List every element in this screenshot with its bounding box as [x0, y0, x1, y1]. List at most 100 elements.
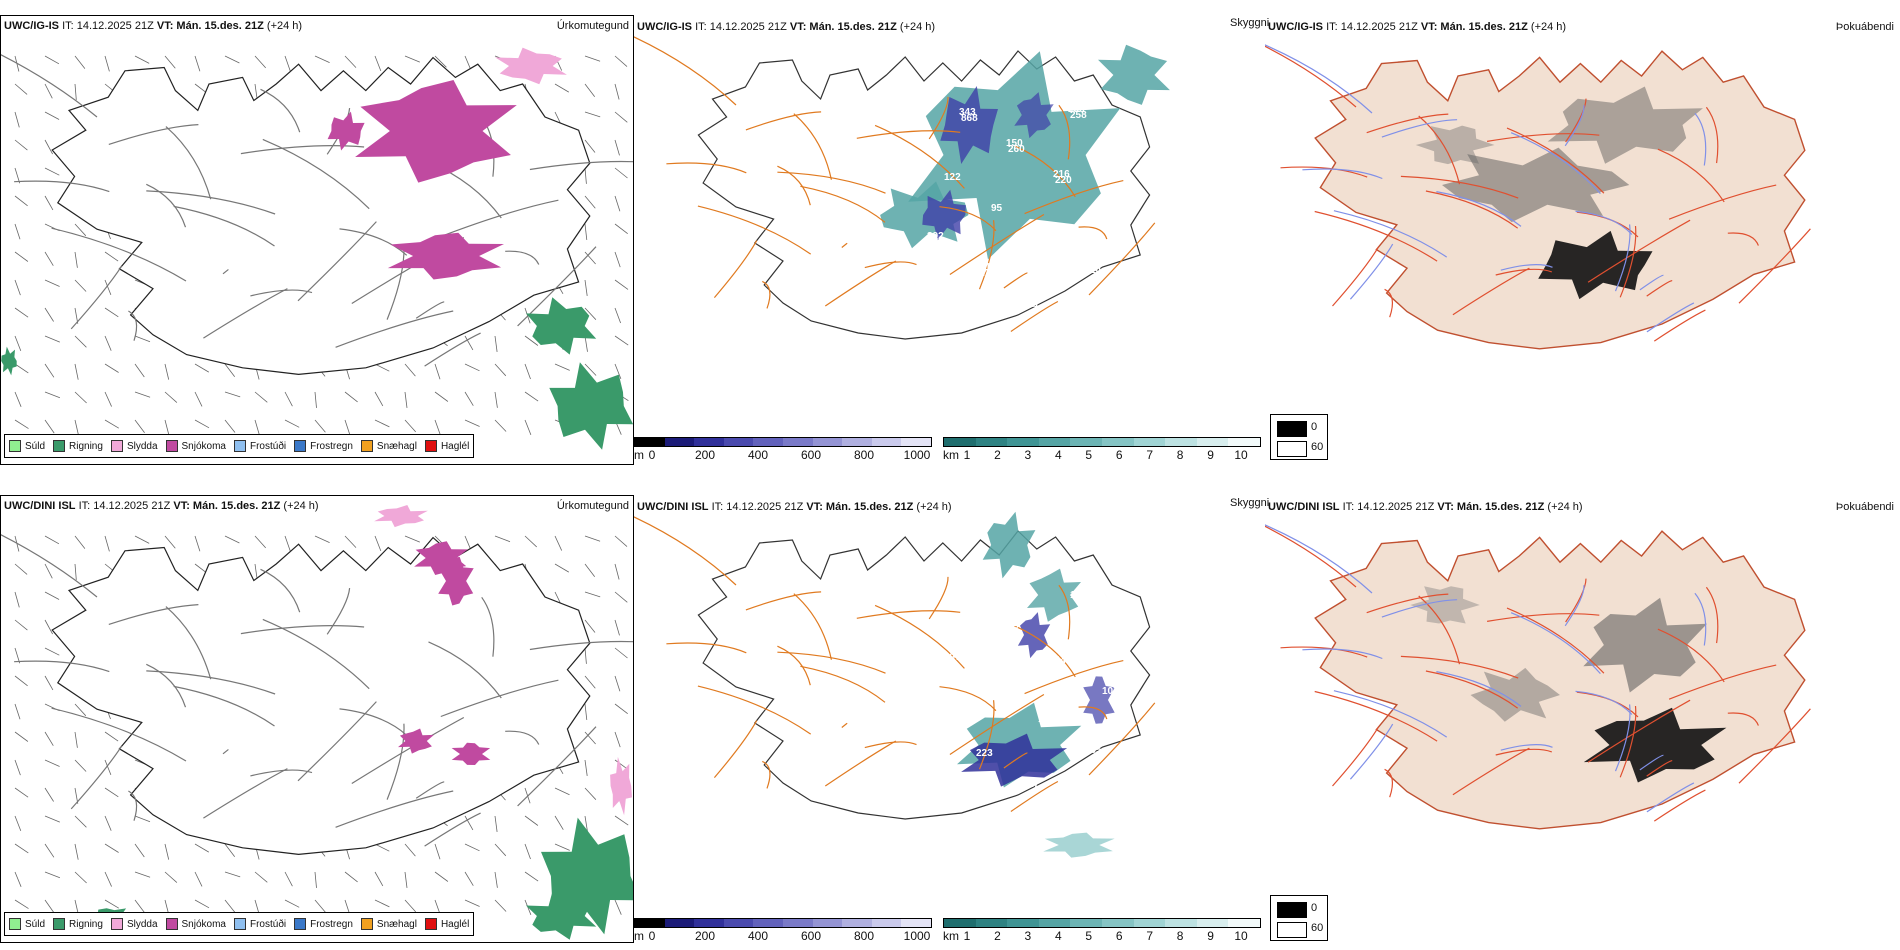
snow-area	[438, 556, 474, 606]
wind-barb	[464, 363, 480, 372]
legend-swatch	[233, 440, 246, 452]
colorbar-tick: 6	[1115, 448, 1123, 462]
colorbar-tick: 0	[648, 448, 656, 462]
legend-swatch	[424, 918, 437, 930]
wind-barb	[254, 391, 268, 403]
road-line	[1381, 599, 1458, 618]
wind-barb	[494, 363, 507, 377]
wind-barb	[134, 815, 151, 823]
wind-barb	[224, 363, 236, 377]
road-line	[250, 769, 313, 777]
wind-barb	[44, 55, 60, 65]
low-ceiling-area	[940, 86, 998, 164]
precip-legend-item: Rigning	[53, 918, 103, 930]
legend-label: Snæhagl	[376, 440, 417, 452]
wind-barb	[284, 391, 293, 407]
road-line	[864, 261, 917, 269]
wind-barb	[254, 55, 266, 69]
legend-label: Frostregn	[310, 918, 353, 930]
road-line	[1366, 593, 1449, 614]
wind-barb	[74, 391, 87, 404]
wind-barb	[104, 871, 112, 887]
wind-barb	[74, 335, 87, 348]
wind-barb	[44, 83, 53, 99]
fog-areas	[1410, 586, 1727, 783]
wind-barb	[494, 335, 498, 352]
road-line	[824, 740, 897, 787]
wind-barb	[584, 563, 596, 577]
road-line	[335, 790, 454, 828]
colorbar-tick: 600	[800, 929, 822, 943]
colorbar-tick: 4	[1054, 448, 1062, 462]
road-line	[128, 790, 138, 821]
colorbar-strip	[634, 437, 932, 447]
road-line	[165, 606, 212, 680]
road-line	[874, 124, 965, 189]
ceiling-label: 260	[1008, 144, 1025, 155]
road-line	[386, 723, 405, 800]
precip-legend-item: Slydda	[110, 918, 158, 930]
snow-area	[451, 742, 491, 765]
road-line	[203, 288, 288, 339]
road-line	[440, 199, 559, 238]
road-line	[1565, 578, 1587, 623]
road-line	[505, 730, 540, 745]
precip-legend: Súld Rigning Slydda Snjókoma Frostúði Frostre…	[4, 434, 475, 458]
wind-barb	[584, 787, 597, 800]
wind-barb	[284, 871, 293, 887]
wind-barb	[74, 223, 87, 237]
road-line	[874, 604, 965, 669]
wind-barb	[104, 55, 110, 72]
road-line	[260, 88, 301, 133]
rain-area	[549, 362, 633, 450]
ceiling-label: 204	[1132, 296, 1149, 307]
wind-barb	[194, 535, 201, 552]
road-line	[1487, 613, 1600, 622]
road-line	[1705, 586, 1719, 644]
wind-barb	[614, 591, 628, 603]
wind-barb	[584, 335, 588, 352]
road-line	[939, 686, 997, 712]
road-line	[1564, 585, 1585, 627]
precip-legend-item: Slydda	[110, 440, 158, 452]
road-line	[222, 269, 229, 275]
wind-barb	[464, 815, 474, 831]
road-line	[949, 693, 1045, 755]
wind-barb	[194, 419, 210, 429]
ceiling-label: 105	[1085, 745, 1102, 756]
wind-barb	[614, 195, 621, 212]
wind-barb	[344, 55, 357, 68]
wind-barb	[44, 591, 60, 600]
wind-barb	[14, 279, 21, 296]
road-line	[1024, 660, 1124, 695]
wind-barb	[104, 535, 110, 552]
ceiling-colorbar-top: m 0 200 400 600 800 1000	[634, 437, 934, 463]
road-line	[1, 534, 98, 598]
wind-barb	[104, 279, 112, 296]
wind-barb	[104, 731, 119, 742]
wind-barb	[74, 279, 87, 292]
colorbar-tick: 800	[853, 929, 875, 943]
wind-barb	[164, 391, 178, 403]
legend-swatch	[360, 440, 373, 452]
road-line	[108, 604, 199, 625]
wind-barb	[584, 139, 596, 153]
panel-label: Þokuábendi	[1835, 21, 1894, 33]
wind-barb	[14, 363, 29, 374]
wind-barb	[74, 83, 77, 100]
precip-type-panel-bottom: UWC/DINI ISL IT: 14.12.2025 21Z VT: Mán.…	[0, 495, 634, 943]
road-line	[108, 124, 199, 145]
wind-barb	[584, 535, 601, 542]
road-line	[70, 265, 123, 330]
road-line	[250, 289, 313, 297]
road-line	[666, 162, 747, 174]
wind-barb	[74, 731, 78, 748]
low-ceiling-area	[1017, 612, 1051, 659]
fog-map-bottom	[1265, 524, 1811, 830]
wind-barb	[314, 871, 317, 888]
fog-legend-bottom: 0 60	[1270, 895, 1328, 941]
road-line	[1646, 782, 1695, 813]
wind-barb	[44, 111, 60, 120]
road-line	[428, 641, 502, 699]
wind-barb	[44, 675, 54, 691]
